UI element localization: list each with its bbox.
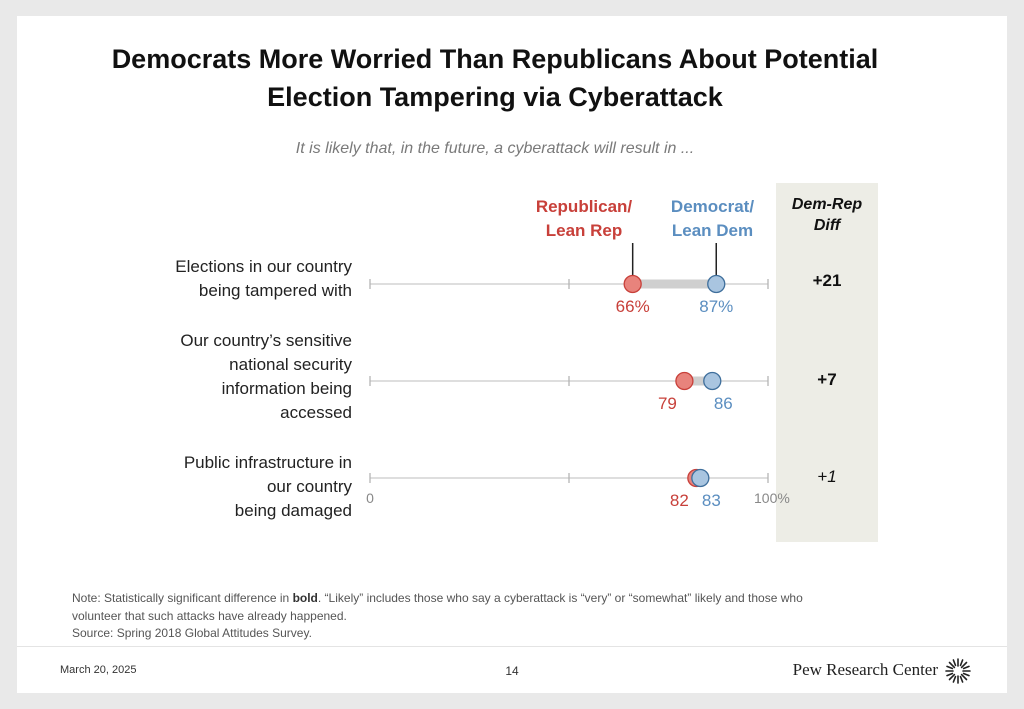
- row-label-line: accessed: [280, 403, 352, 422]
- diff-column-header: Dem-Rep Diff: [776, 194, 878, 236]
- note-suffix: . “Likely” includes those who say a cybe…: [72, 591, 803, 623]
- legend-republican-line-1: Republican/: [535, 197, 633, 216]
- chart-note: Note: Statistically significant differen…: [72, 589, 832, 625]
- row-label-elections: Elections in our country being tampered …: [175, 255, 352, 303]
- row-label-line: Our country’s sensitive: [180, 331, 352, 350]
- diff-column-panel: [776, 183, 878, 542]
- republican-value-label: 66%: [616, 297, 650, 316]
- chart-source: Source: Spring 2018 Global Attitudes Sur…: [72, 626, 312, 640]
- diff-header-line-1: Dem-Rep: [791, 196, 863, 213]
- legend-democrat: Democrat/ Lean Dem: [655, 195, 770, 243]
- chart-title-line-1: Democrats More Worried Than Republicans …: [111, 44, 879, 74]
- footer-date: March 20, 2025: [60, 664, 137, 676]
- chart-title: Democrats More Worried Than Republicans …: [0, 40, 1007, 116]
- row-label-line: our country: [266, 477, 352, 496]
- democrat-dot: [691, 468, 710, 488]
- diff-value-infrastructure: +1: [817, 467, 837, 486]
- diff-header-line-2: Diff: [813, 217, 841, 234]
- democrat-value-label: 86: [714, 394, 733, 413]
- diff-value-security-info: +7: [817, 370, 837, 389]
- republican-value-label: 82: [670, 491, 689, 510]
- row-label-line: Public infrastructure in: [183, 453, 352, 472]
- legend-republican: Republican/ Lean Rep: [520, 195, 648, 243]
- footer-divider: [17, 646, 1007, 647]
- row-label-line: Elections in our country: [175, 257, 352, 276]
- legend-democrat-line-1: Democrat/: [670, 197, 755, 216]
- republican-dot: [675, 371, 694, 391]
- legend-democrat-line-2: Lean Dem: [671, 221, 754, 240]
- democrat-value-label: 87%: [699, 297, 733, 316]
- pew-logo-icon: [945, 658, 971, 684]
- note-prefix: Note: Statistically significant differen…: [72, 591, 293, 605]
- diff-value-elections: +21: [812, 271, 842, 290]
- brand-name: Pew Research Center: [792, 660, 938, 679]
- row-label-line: national security: [229, 355, 352, 374]
- page-number: 14: [505, 664, 519, 678]
- democrat-dot: [703, 371, 722, 391]
- democrat-dot: [707, 274, 726, 294]
- row-label-line: being damaged: [234, 501, 352, 520]
- row-label-line: information being: [221, 379, 352, 398]
- chart-title-line-2: Election Tampering via Cyberattack: [267, 82, 723, 112]
- note-bold: bold: [292, 591, 318, 605]
- axis-min-label: 0: [366, 490, 374, 506]
- row-label-security-info: Our country’s sensitive national securit…: [180, 329, 352, 425]
- republican-value-label: 79: [658, 394, 677, 413]
- row-label-line: being tampered with: [198, 281, 352, 300]
- republican-dot: [623, 274, 642, 294]
- chart-subtitle: It is likely that, in the future, a cybe…: [295, 140, 695, 157]
- legend-republican-line-2: Lean Rep: [545, 221, 623, 240]
- axis-max-label: 100%: [754, 490, 790, 506]
- democrat-value-label: 83: [702, 491, 721, 510]
- row-label-infrastructure: Public infrastructure in our country bei…: [184, 451, 352, 523]
